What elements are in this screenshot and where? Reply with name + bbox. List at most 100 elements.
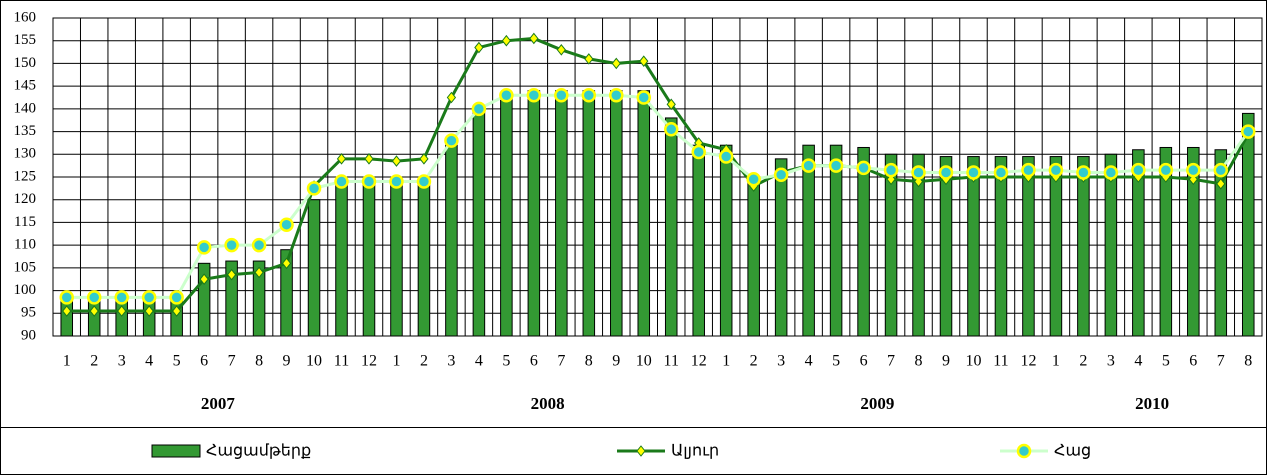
bar bbox=[335, 181, 348, 337]
bar bbox=[802, 144, 815, 337]
bar bbox=[280, 249, 293, 337]
x-tick-label: 1 bbox=[722, 353, 730, 370]
marker bbox=[361, 174, 377, 189]
x-tick-label: 10 bbox=[636, 353, 652, 370]
marker bbox=[1076, 165, 1091, 180]
x-tick-label: 4 bbox=[475, 353, 483, 370]
bar bbox=[417, 181, 431, 337]
marker bbox=[828, 158, 844, 173]
marker bbox=[114, 290, 129, 305]
marker bbox=[663, 122, 679, 137]
bar bbox=[362, 181, 376, 337]
marker bbox=[364, 153, 374, 165]
bar bbox=[500, 94, 513, 337]
bar bbox=[225, 260, 238, 337]
year-label: 2007 bbox=[201, 394, 236, 413]
marker bbox=[993, 165, 1009, 180]
bar bbox=[774, 158, 788, 337]
marker bbox=[1216, 178, 1226, 190]
x-tick-label: 5 bbox=[832, 353, 840, 370]
marker bbox=[526, 87, 542, 103]
marker bbox=[334, 174, 349, 189]
x-tick-label: 1 bbox=[1052, 353, 1060, 370]
bar bbox=[1104, 153, 1118, 337]
marker bbox=[1131, 162, 1146, 178]
marker bbox=[89, 305, 99, 317]
marker bbox=[801, 158, 816, 173]
marker bbox=[59, 290, 74, 305]
bar bbox=[1077, 156, 1090, 337]
legend-swatch bbox=[151, 444, 201, 458]
marker bbox=[254, 266, 264, 279]
bar bbox=[884, 153, 898, 337]
x-tick-label: 8 bbox=[585, 353, 593, 370]
x-tick-label: 2 bbox=[1079, 353, 1087, 370]
x-tick-label: 8 bbox=[915, 353, 923, 370]
year-label: 2009 bbox=[860, 394, 894, 413]
y-tick-label: 145 bbox=[14, 78, 37, 94]
x-tick-label: 9 bbox=[283, 353, 291, 370]
marker bbox=[199, 273, 209, 286]
marker bbox=[911, 165, 926, 180]
x-tick-label: 4 bbox=[1134, 353, 1142, 370]
x-tick-label: 3 bbox=[118, 353, 126, 370]
x-tick-label: 7 bbox=[887, 353, 895, 370]
x-tick-label: 6 bbox=[200, 353, 208, 370]
marker bbox=[938, 165, 954, 180]
x-tick-label: 3 bbox=[777, 353, 785, 370]
bar bbox=[692, 144, 705, 337]
marker bbox=[556, 43, 566, 56]
bar bbox=[994, 156, 1008, 337]
marker bbox=[306, 181, 322, 196]
bar bbox=[664, 117, 678, 337]
bar bbox=[1159, 146, 1173, 337]
x-tick-label: 1 bbox=[63, 353, 71, 370]
bar bbox=[197, 262, 211, 337]
marker bbox=[499, 87, 514, 103]
x-tick-label: 6 bbox=[860, 353, 868, 370]
marker bbox=[446, 91, 457, 104]
bar bbox=[472, 108, 486, 337]
marker bbox=[611, 57, 621, 70]
bar bbox=[719, 144, 733, 337]
marker bbox=[1048, 162, 1064, 178]
y-tick-label: 130 bbox=[14, 146, 37, 162]
bar bbox=[307, 199, 321, 337]
marker bbox=[117, 305, 127, 317]
y-tick-label: 155 bbox=[14, 32, 37, 48]
legend-marker bbox=[1016, 443, 1032, 459]
y-tick-label: 105 bbox=[14, 259, 37, 275]
x-tick-label: 7 bbox=[228, 353, 236, 370]
x-tick-label: 3 bbox=[1107, 353, 1115, 370]
marker bbox=[1213, 162, 1229, 178]
bar bbox=[912, 153, 925, 337]
marker bbox=[581, 87, 597, 103]
x-tick-label: 5 bbox=[173, 353, 181, 370]
x-tick-label: 9 bbox=[612, 353, 620, 370]
marker bbox=[746, 172, 761, 187]
x-tick-label: 10 bbox=[965, 353, 981, 370]
marker bbox=[886, 173, 896, 186]
x-tick-label: 8 bbox=[1244, 353, 1252, 370]
marker bbox=[226, 268, 237, 281]
x-tick-label: 12 bbox=[691, 353, 707, 370]
marker bbox=[773, 167, 789, 182]
x-tick-label: 10 bbox=[306, 353, 322, 370]
marker bbox=[1241, 124, 1256, 139]
x-tick-label: 5 bbox=[1162, 353, 1170, 370]
bar bbox=[939, 156, 953, 337]
year-label: 2008 bbox=[531, 394, 565, 413]
y-tick-label: 160 bbox=[14, 9, 37, 25]
x-tick-label: 11 bbox=[334, 353, 349, 370]
bar bbox=[1214, 149, 1228, 337]
x-tick-label: 4 bbox=[145, 353, 153, 370]
marker bbox=[691, 144, 706, 160]
x-tick-label: 3 bbox=[447, 353, 455, 370]
x-tick-label: 7 bbox=[557, 353, 565, 370]
bar bbox=[115, 299, 128, 337]
plot-frame bbox=[52, 17, 1263, 337]
marker bbox=[389, 174, 404, 189]
marker bbox=[141, 290, 157, 305]
bar bbox=[252, 260, 266, 337]
x-tick-label: 2 bbox=[420, 353, 428, 370]
